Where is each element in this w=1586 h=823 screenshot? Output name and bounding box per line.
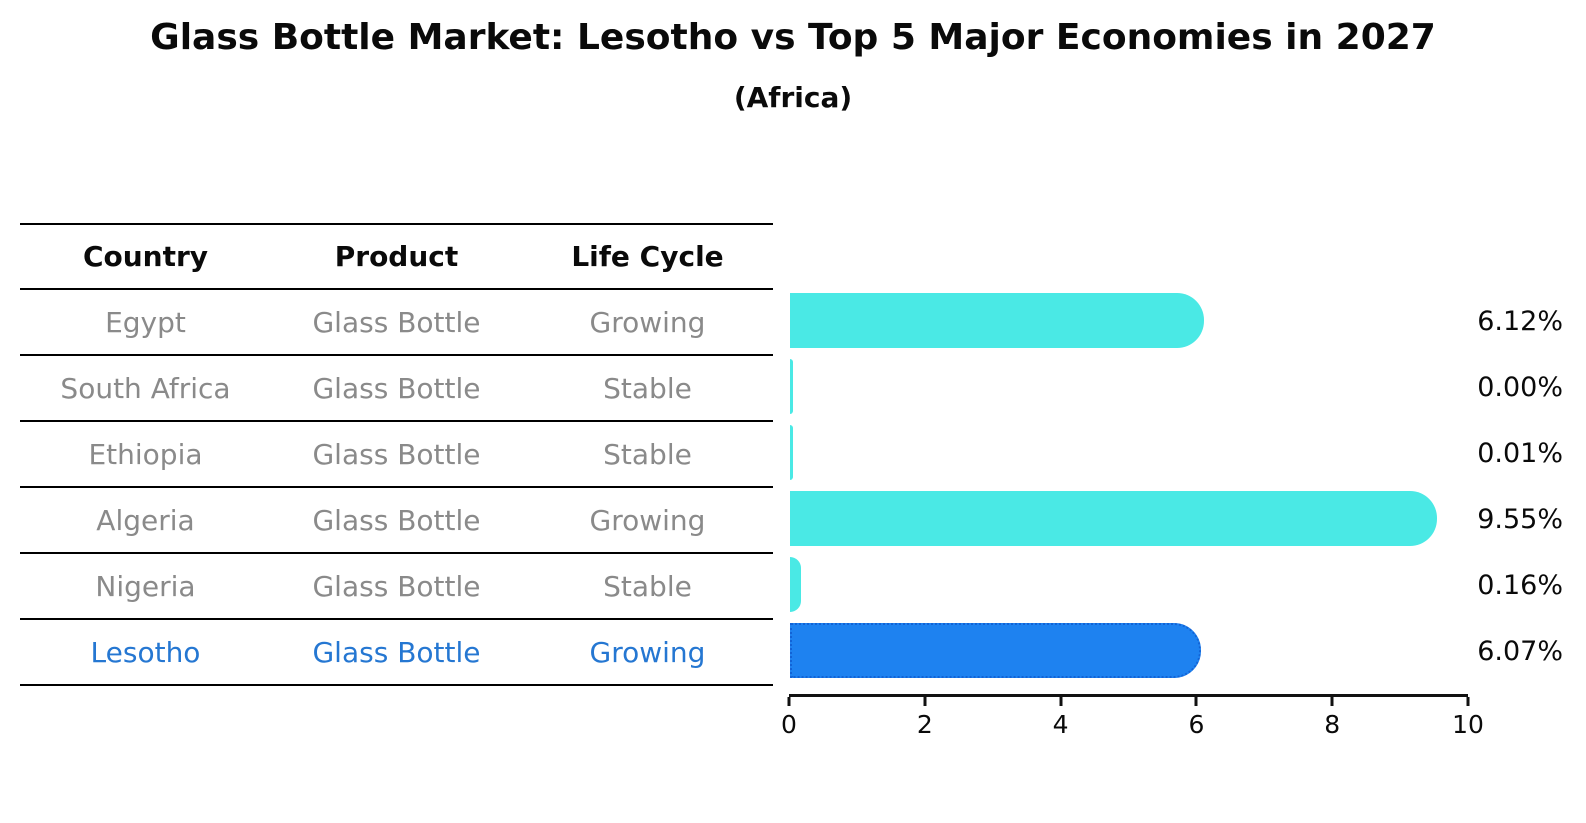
- cell-product: Glass Bottle: [312, 371, 481, 405]
- tick-mark: [923, 697, 927, 706]
- bar-plot-area: [790, 288, 1467, 684]
- value-label-egypt: 6.12%: [1477, 305, 1563, 337]
- table-row: Nigeria Glass Bottle Stable: [20, 554, 773, 620]
- bar-row: [790, 354, 1467, 420]
- bar-ethiopia: [790, 425, 793, 480]
- cell-country: South Africa: [60, 371, 231, 405]
- bar-row: [790, 486, 1467, 552]
- tick-label: 8: [1324, 710, 1341, 739]
- tick-label: 6: [1188, 710, 1205, 739]
- value-label-lesotho: 6.07%: [1477, 635, 1563, 667]
- bar-egypt: [790, 293, 1205, 348]
- cell-life-cycle: Stable: [603, 569, 692, 603]
- value-label-column: 6.12% 0.00% 0.01% 9.55% 0.16% 6.07%: [1458, 288, 1563, 684]
- bar-lesotho-highlight: [790, 623, 1201, 678]
- cell-country: Nigeria: [95, 569, 196, 603]
- cell-life-cycle: Growing: [589, 635, 706, 669]
- tick-label: 2: [916, 710, 933, 739]
- cell-product: Glass Bottle: [312, 503, 481, 537]
- column-header-country: Country: [82, 240, 209, 273]
- cell-life-cycle: Growing: [589, 305, 706, 339]
- tick-label: 10: [1452, 710, 1484, 739]
- cell-product: Glass Bottle: [312, 437, 481, 471]
- tick-mark: [1194, 697, 1198, 706]
- cell-country: Egypt: [105, 305, 186, 339]
- tick-mark: [787, 697, 791, 706]
- bar-nigeria: [790, 557, 801, 612]
- tick-mark: [1466, 697, 1470, 706]
- chart-title: Glass Bottle Market: Lesotho vs Top 5 Ma…: [150, 17, 1436, 58]
- cell-country: Ethiopia: [88, 437, 203, 471]
- bar-row: [790, 552, 1467, 618]
- cell-life-cycle: Growing: [589, 503, 706, 537]
- cell-product: Glass Bottle: [312, 305, 481, 339]
- cell-product: Glass Bottle: [312, 635, 481, 669]
- cell-country: Algeria: [96, 503, 195, 537]
- bar-row: [790, 618, 1467, 684]
- table-row: Ethiopia Glass Bottle Stable: [20, 422, 773, 488]
- tick-mark: [1330, 697, 1334, 706]
- chart-subtitle: (Africa): [733, 81, 853, 114]
- table-row: Egypt Glass Bottle Growing: [20, 290, 773, 356]
- x-axis: 0 2 4 6 8 10: [781, 694, 1484, 739]
- bar-south-africa: [790, 359, 793, 414]
- value-label-nigeria: 0.16%: [1477, 569, 1563, 601]
- tick-mark: [1059, 697, 1063, 706]
- table-row-highlight-lesotho: Lesotho Glass Bottle Growing: [20, 620, 773, 686]
- bar-row: [790, 420, 1467, 486]
- bar-algeria: [790, 491, 1437, 546]
- cell-life-cycle: Stable: [603, 371, 692, 405]
- value-label-ethiopia: 0.01%: [1477, 437, 1563, 469]
- cell-product: Glass Bottle: [312, 569, 481, 603]
- table-row: Algeria Glass Bottle Growing: [20, 488, 773, 554]
- cell-life-cycle: Stable: [603, 437, 692, 471]
- column-header-product: Product: [334, 240, 459, 273]
- cell-country: Lesotho: [90, 635, 201, 669]
- country-table: Country Product Life Cycle Egypt Glass B…: [20, 223, 773, 686]
- tick-label: 0: [781, 710, 797, 739]
- table-header-row: Country Product Life Cycle: [20, 225, 773, 290]
- bar-row: [790, 288, 1467, 354]
- value-label-south-africa: 0.00%: [1477, 371, 1563, 403]
- column-header-life-cycle: Life Cycle: [571, 240, 724, 273]
- tick-label: 4: [1052, 710, 1069, 739]
- table-row: South Africa Glass Bottle Stable: [20, 356, 773, 422]
- value-label-algeria: 9.55%: [1477, 503, 1563, 535]
